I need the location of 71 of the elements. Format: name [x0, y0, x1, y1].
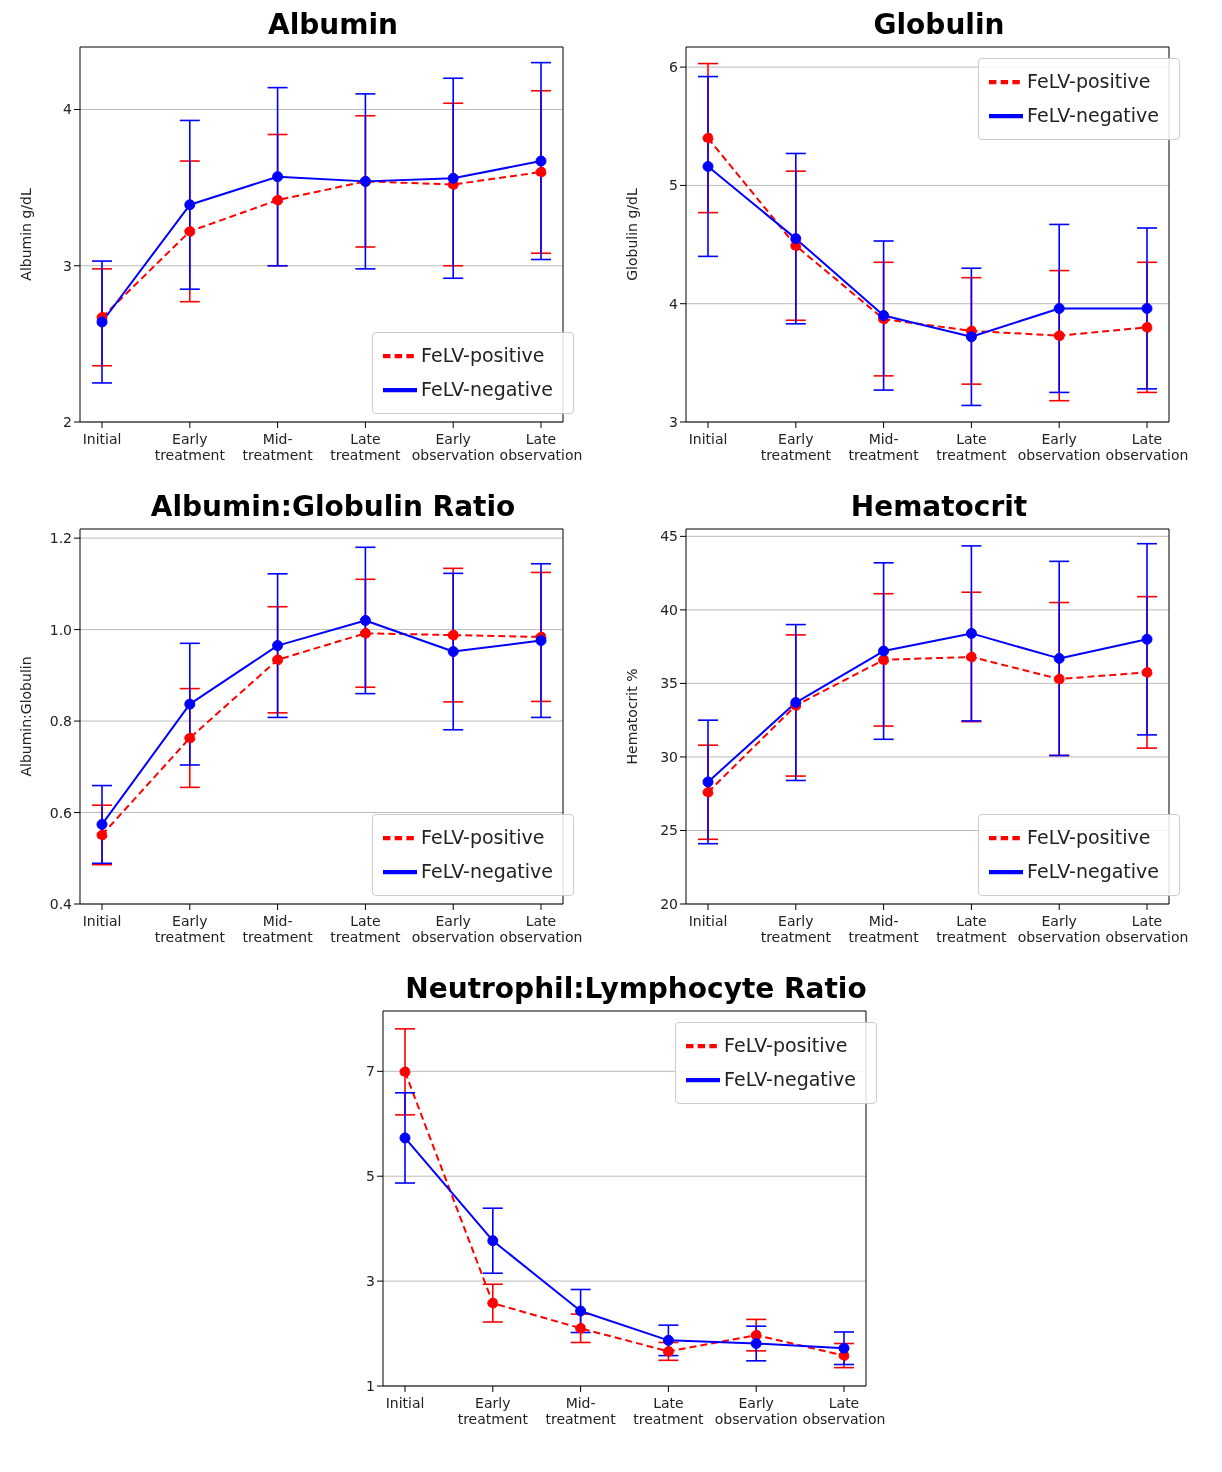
y-tick-label: 3 — [63, 257, 72, 274]
y-axis-title: Albumin g/dL — [17, 188, 34, 281]
y-tick-label: 45 — [660, 528, 678, 545]
x-tick-label: Late observation — [499, 431, 583, 463]
chart-title: Globulin — [872, 8, 1006, 42]
y-tick-label: 7 — [366, 1063, 375, 1080]
x-tick-label: Early observation — [714, 1395, 798, 1427]
legend-label: FeLV-negative — [421, 859, 553, 882]
y-tick-label: 35 — [660, 675, 678, 692]
x-tick-label: Early observation — [411, 913, 495, 945]
y-tick-label: 20 — [660, 895, 678, 912]
x-tick-label: Late treatment — [936, 913, 1008, 945]
x-tick-label: Late treatment — [330, 431, 402, 463]
legend-label: FeLV-negative — [724, 1067, 856, 1090]
legend-label: FeLV-positive — [1027, 825, 1151, 848]
x-tick-label: Early observation — [1017, 431, 1101, 463]
x-tick-label: Mid-treatment — [242, 431, 314, 463]
y-axis-title: Hematocrit % — [623, 668, 640, 765]
y-tick-label: 25 — [660, 822, 678, 839]
y-tick-label: 40 — [660, 601, 678, 618]
x-tick-label: Mid-treatment — [848, 913, 920, 945]
chart-title: Neutrophil:Lymphocyte Ratio — [404, 972, 868, 1006]
y-tick-label: 0.4 — [49, 895, 73, 912]
x-tick-label: Mid-treatment — [242, 913, 314, 945]
chart-title: Albumin:Globulin Ratio — [149, 490, 517, 524]
x-tick-label: Late treatment — [633, 1395, 705, 1427]
x-tick-label: Late observation — [499, 913, 583, 945]
legend-label: FeLV-positive — [724, 1033, 848, 1056]
y-tick-label: 1 — [366, 1377, 375, 1394]
x-tick-label: Initial — [82, 431, 122, 447]
y-axis-title: Albumin:Globulin — [17, 656, 34, 777]
x-tick-label: Early observation — [1017, 913, 1101, 945]
y-tick-label: 1.2 — [49, 530, 72, 547]
x-tick-label: Early observation — [411, 431, 495, 463]
legend-label: FeLV-negative — [421, 377, 553, 400]
y-tick-label: 3 — [669, 413, 678, 430]
x-tick-label: Initial — [385, 1395, 425, 1411]
y-tick-label: 4 — [669, 295, 679, 312]
x-tick-label: Late treatment — [936, 431, 1008, 463]
y-tick-label: 5 — [366, 1168, 375, 1185]
legend-label: FeLV-negative — [1027, 103, 1159, 126]
x-tick-label: Mid-treatment — [848, 431, 920, 463]
y-tick-label: 1.0 — [49, 621, 72, 638]
x-tick-label: Early treatment — [457, 1395, 529, 1427]
y-tick-label: 3 — [366, 1273, 375, 1290]
y-tick-label: 2 — [63, 413, 72, 430]
legend-label: FeLV-negative — [1027, 859, 1159, 882]
x-tick-label: Late observation — [802, 1395, 886, 1427]
x-tick-label: Initial — [688, 431, 728, 447]
x-tick-label: Early treatment — [154, 913, 226, 945]
y-axis-title: Globulin g/dL — [623, 188, 640, 281]
legend-label: FeLV-positive — [1027, 69, 1151, 92]
x-tick-label: Early treatment — [760, 913, 832, 945]
x-tick-label: Initial — [688, 913, 728, 929]
y-tick-label: 4 — [63, 101, 73, 118]
y-tick-label: 5 — [669, 177, 678, 194]
chart-title: Hematocrit — [849, 490, 1029, 524]
y-tick-label: 0.6 — [49, 804, 73, 821]
legend-label: FeLV-positive — [421, 825, 545, 848]
chart-title: Albumin — [267, 8, 399, 42]
y-tick-label: 30 — [660, 748, 678, 765]
y-tick-label: 6 — [669, 59, 679, 76]
legend-label: FeLV-positive — [421, 343, 545, 366]
x-tick-label: Mid-treatment — [545, 1395, 617, 1427]
x-tick-label: Initial — [82, 913, 122, 929]
y-tick-label: 0.8 — [49, 713, 72, 730]
x-tick-label: Early treatment — [760, 431, 832, 463]
x-tick-label: Early treatment — [154, 431, 226, 463]
x-tick-label: Late observation — [1105, 913, 1189, 945]
x-tick-label: Late treatment — [330, 913, 402, 945]
x-tick-label: Late observation — [1105, 431, 1189, 463]
